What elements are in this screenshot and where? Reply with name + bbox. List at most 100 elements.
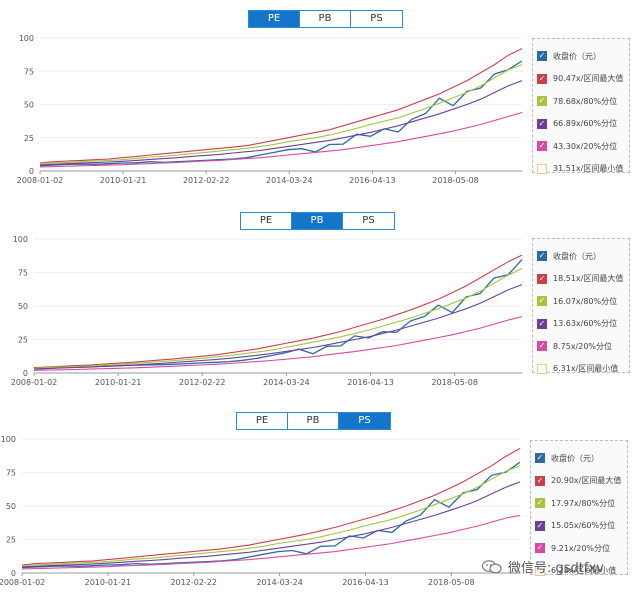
legend-label: 31.51x/区间最小值 [553,164,624,174]
x-tick-label: 2010-01-21 [85,578,132,587]
legend-item-p60[interactable]: ✓ 15.05x/60%分位 [535,515,627,538]
series-line-p80 [39,64,523,165]
legend-checkbox-icon[interactable] [537,163,547,174]
legend-item-p20[interactable]: ✓ 43.30x/20%分位 [537,135,629,158]
legend-item-p80[interactable]: ✓ 78.68x/80%分位 [537,90,629,113]
legend-item-min[interactable]: 31.51x/区间最小值 [537,158,629,181]
legend-item-p80[interactable]: ✓ 17.97x/80%分位 [535,492,627,515]
legend-item-min[interactable]: 6.28x/区间最小值 [535,560,627,583]
legend-label: 17.97x/80%分位 [551,498,616,508]
tab-pe[interactable]: PE [249,11,300,27]
tab-ps[interactable]: PS [339,413,390,429]
legend-checkbox-icon[interactable]: ✓ [535,543,545,554]
legend-checkbox-icon[interactable]: ✓ [537,251,547,262]
legend-checkbox-icon[interactable]: ✓ [537,73,547,84]
x-tick-label: 2014-03-24 [263,378,310,387]
x-tick-label: 2012-02-22 [183,176,230,185]
legend-label: 8.75x/20%分位 [553,341,613,351]
tab-pb[interactable]: PB [292,213,343,229]
x-tick-label: 2016-04-13 [342,578,389,587]
y-tick-label: 25 [18,336,28,345]
legend-item-price[interactable]: ✓ 收盘价（元） [537,45,629,68]
legend-item-p20[interactable]: ✓ 9.21x/20%分位 [535,537,627,560]
chart-svg-ps: 0 25 50 75 100 2008-01-02 2010-01-21 2012-02-22… [0,435,521,587]
chart-panel-pe: 0 25 50 75 100 2008-01-02 2010-01-21 2012-02-22… [0,0,640,196]
x-tick-label: 2008-01-02 [0,578,45,587]
y-tick-label: 75 [6,469,16,478]
chart-svg-pb: 0 25 50 75 100 2008-01-02 2010-01-21 2012-02-22… [11,235,523,387]
legend-checkbox-icon[interactable]: ✓ [537,118,547,129]
y-tick-label: 75 [24,67,34,76]
tab-pb[interactable]: PB [300,11,351,27]
y-tick-label: 100 [19,34,34,43]
legend-checkbox-icon[interactable] [537,363,547,374]
wechat-icon [481,559,502,574]
series-line-p20 [21,514,521,570]
legend-checkbox-icon[interactable]: ✓ [535,475,545,486]
x-tick-label: 2012-02-22 [179,378,226,387]
watermark-text: 微信号: gsdtfxv [508,561,604,576]
legend-item-p20[interactable]: ✓ 8.75x/20%分位 [537,335,629,358]
legend-ps: ✓ 收盘价（元） ✓ 20.90x/区间最大值 ✓ 17.97x/80%分位 ✓ 15.05x… [530,440,628,576]
legend-item-min[interactable]: 6.31x/区间最小值 [537,358,629,381]
legend-checkbox-icon[interactable]: ✓ [537,318,547,329]
chart-panel-pb: 0 25 50 75 100 2008-01-02 2010-01-21 2012-02-22… [0,202,640,398]
x-tick-label: 2008-01-02 [17,176,64,185]
legend-checkbox-icon[interactable]: ✓ [537,273,547,284]
legend-checkbox-icon[interactable]: ✓ [535,498,545,509]
x-tick-label: 2018-05-08 [428,578,475,587]
legend-checkbox-icon[interactable]: ✓ [537,296,547,307]
legend-label: 43.30x/20%分位 [553,141,618,151]
legend-label: 13.63x/60%分位 [553,319,618,329]
legend-checkbox-icon[interactable]: ✓ [535,520,545,531]
series-line-price [21,461,521,569]
x-tick-label: 2008-01-02 [11,378,58,387]
y-tick-label: 50 [6,502,16,511]
legend-label: 78.68x/80%分位 [553,96,618,106]
x-tick-label: 2010-01-21 [100,176,147,185]
series-line-max [21,447,521,566]
x-tick-label: 2010-01-21 [95,378,142,387]
legend-checkbox-icon[interactable]: ✓ [537,51,547,62]
series-line-p20 [39,111,523,168]
tab-pb[interactable]: PB [288,413,339,429]
tab-pe[interactable]: PE [241,213,292,229]
legend-label: 20.90x/区间最大值 [551,476,622,486]
legend-checkbox-icon[interactable] [535,565,545,576]
series-line-p60 [39,80,523,166]
y-tick-label: 75 [18,269,28,278]
series-line-p80 [33,268,523,369]
tab-group-ps: PE PB PS [236,412,391,430]
legend-item-price[interactable]: ✓ 收盘价（元） [535,447,627,470]
x-tick-label: 2016-04-13 [349,176,396,185]
legend-checkbox-icon[interactable]: ✓ [537,341,547,352]
legend-label: 18.51x/区间最大值 [553,274,624,284]
legend-label: 9.21x/20%分位 [551,543,611,553]
series-line-p60 [33,284,523,370]
legend-item-price[interactable]: ✓ 收盘价（元） [537,245,629,268]
series-line-p20 [33,316,523,371]
y-tick-label: 50 [24,101,34,110]
legend-checkbox-icon[interactable]: ✓ [537,141,547,152]
y-tick-label: 100 [13,235,28,244]
y-tick-label: 25 [24,134,34,143]
legend-checkbox-icon[interactable]: ✓ [537,96,547,107]
x-tick-label: 2018-05-08 [431,378,478,387]
legend-pe: ✓ 收盘价（元） ✓ 90.47x/区间最大值 ✓ 78.68x/80%分位 ✓ 66.89x… [532,38,630,174]
series-line-max [33,254,523,369]
y-tick-label: 0 [11,569,16,578]
legend-checkbox-icon[interactable]: ✓ [535,453,545,464]
legend-item-p60[interactable]: ✓ 66.89x/60%分位 [537,113,629,136]
legend-item-p80[interactable]: ✓ 16.07x/80%分位 [537,290,629,313]
legend-item-max[interactable]: ✓ 90.47x/区间最大值 [537,68,629,91]
legend-item-max[interactable]: ✓ 20.90x/区间最大值 [535,470,627,493]
chart-svg-pe: 0 25 50 75 100 2008-01-02 2010-01-21 2012-02-22… [17,34,523,185]
series-line-p80 [21,465,521,567]
series-line-price [39,60,523,167]
legend-item-max[interactable]: ✓ 18.51x/区间最大值 [537,268,629,291]
tab-pe[interactable]: PE [237,413,288,429]
tab-ps[interactable]: PS [351,11,402,27]
tab-ps[interactable]: PS [343,213,394,229]
y-tick-label: 0 [23,369,28,378]
legend-item-p60[interactable]: ✓ 13.63x/60%分位 [537,313,629,336]
